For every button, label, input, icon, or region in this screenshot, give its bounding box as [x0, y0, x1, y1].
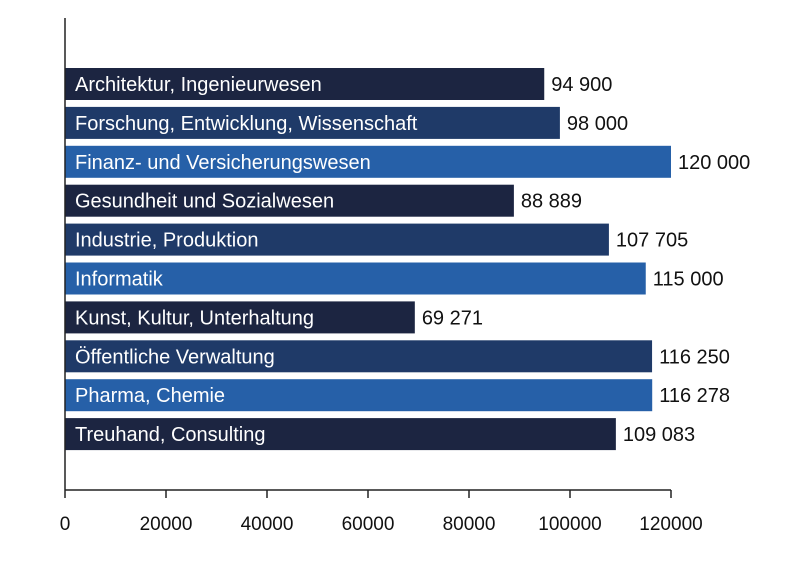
bar-category-label-4: Gesundheit und Sozialwesen [75, 191, 334, 213]
bar-2 [65, 106, 560, 139]
bar-4 [65, 184, 514, 217]
bar-value-label-10: 109 083 [623, 424, 695, 446]
bar-category-label-2: Forschung, Entwicklung, Wissenschaft [75, 113, 418, 135]
bar-6 [65, 262, 646, 295]
bar-category-label-8: Öffentliche Verwaltung [75, 346, 275, 368]
bar-7 [65, 301, 415, 334]
bar-9 [65, 379, 653, 412]
bar-value-label-2: 98 000 [567, 113, 628, 135]
x-tick-label-4: 60000 [342, 514, 395, 535]
bar-1 [65, 68, 545, 100]
bar-value-label-9: 116 278 [659, 385, 730, 407]
bar-value-label-5: 107 705 [616, 230, 688, 252]
bar-5 [65, 223, 609, 256]
x-tick-label-6: 100000 [538, 514, 601, 535]
bar-value-label-7: 69 271 [422, 307, 483, 329]
x-tick-label-1: 0 [60, 514, 71, 535]
bar-value-label-8: 116 250 [659, 346, 730, 368]
x-tick-label-7: 120000 [639, 514, 702, 535]
bar-category-label-1: Architektur, Ingenieurwesen [75, 74, 322, 96]
bar-category-label-6: Informatik [75, 269, 164, 291]
bar-3 [65, 145, 671, 178]
bar-value-label-4: 88 889 [521, 191, 582, 213]
bar-value-label-6: 115 000 [653, 269, 724, 291]
x-ticks: 0 20000 40000 60000 80000 100000 120000 [60, 490, 703, 535]
x-tick-label-5: 80000 [443, 514, 496, 535]
x-tick-label-2: 20000 [140, 514, 193, 535]
bar-value-label-1: 94 900 [551, 74, 612, 96]
bar-10 [65, 418, 616, 451]
bar-value-label-3: 120 000 [678, 152, 750, 174]
bar-category-label-7: Kunst, Kultur, Unterhaltung [75, 307, 314, 329]
bar-category-label-9: Pharma, Chemie [75, 385, 225, 407]
bar-category-label-3: Finanz- und Versicherungswesen [75, 152, 371, 174]
bar-category-label-10: Treuhand, Consulting [75, 424, 266, 446]
x-tick-label-3: 40000 [241, 514, 294, 535]
bar-category-label-5: Industrie, Produktion [75, 230, 258, 252]
bars-layer: Architektur, Ingenieurwesen 94 900 Forschu… [65, 68, 750, 451]
bar-8 [65, 340, 653, 373]
